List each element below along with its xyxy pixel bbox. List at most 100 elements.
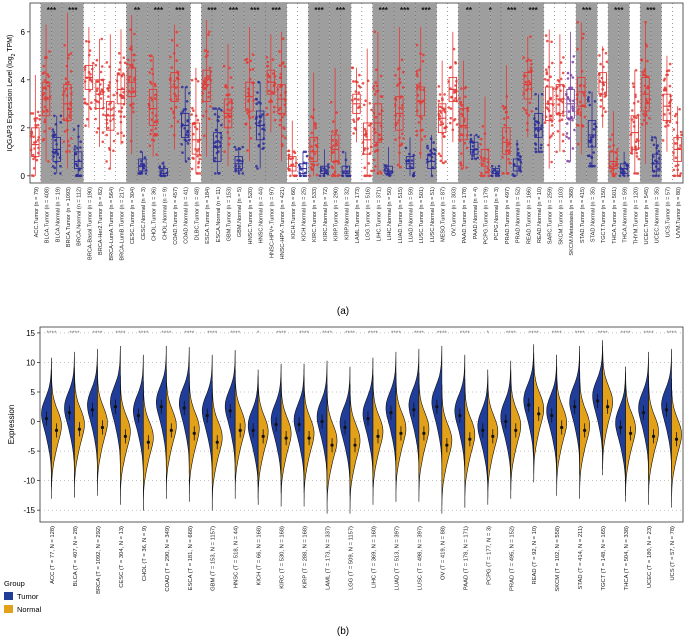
data-point bbox=[400, 58, 404, 62]
data-point bbox=[640, 59, 643, 62]
data-point bbox=[471, 154, 474, 158]
data-point bbox=[64, 87, 68, 90]
data-point bbox=[368, 124, 371, 127]
box-group bbox=[233, 145, 245, 175]
normal-mean-point bbox=[77, 427, 82, 431]
data-point bbox=[122, 72, 125, 75]
data-point bbox=[581, 36, 585, 40]
data-point bbox=[180, 143, 183, 146]
data-point bbox=[130, 64, 134, 68]
normal-mean-point bbox=[238, 428, 242, 433]
data-point bbox=[375, 149, 379, 152]
data-point bbox=[576, 112, 579, 116]
x-tick-label: READ.Normal (n = 10) bbox=[537, 187, 543, 243]
data-point bbox=[471, 145, 475, 148]
significance-label: *** bbox=[272, 6, 282, 15]
data-point bbox=[421, 59, 425, 63]
violin-pair bbox=[592, 340, 613, 476]
data-point bbox=[652, 143, 656, 147]
normal-mean-point bbox=[560, 425, 564, 430]
box-group bbox=[308, 72, 319, 178]
data-point bbox=[559, 61, 563, 64]
data-point bbox=[83, 101, 87, 104]
data-point bbox=[545, 68, 548, 71]
data-point bbox=[335, 141, 338, 145]
data-point bbox=[569, 73, 573, 77]
significance-label: *** bbox=[582, 6, 592, 15]
data-point bbox=[593, 164, 596, 168]
data-point bbox=[196, 172, 200, 175]
x-tick-label: OV.Tumor (n = 303) bbox=[451, 187, 457, 236]
data-point bbox=[334, 174, 337, 178]
box-group bbox=[650, 136, 661, 178]
data-point bbox=[33, 167, 36, 170]
data-point bbox=[375, 142, 378, 146]
data-point bbox=[246, 149, 249, 152]
data-point bbox=[544, 78, 547, 81]
data-point bbox=[281, 37, 285, 40]
data-point bbox=[241, 172, 245, 175]
box-group bbox=[543, 29, 555, 169]
y-label-tail: TPM) bbox=[7, 35, 14, 54]
x-tick-label: STAD.Normal (n = 35) bbox=[591, 187, 597, 242]
data-point bbox=[361, 82, 365, 85]
data-point bbox=[226, 108, 229, 111]
data-point bbox=[100, 37, 103, 41]
data-point bbox=[650, 138, 654, 142]
data-point bbox=[396, 84, 399, 87]
box-group bbox=[126, 15, 136, 155]
data-point bbox=[399, 165, 402, 169]
data-point bbox=[153, 120, 157, 124]
data-point bbox=[418, 68, 421, 72]
normal-mean-point bbox=[215, 440, 219, 444]
data-point bbox=[578, 100, 582, 104]
data-point bbox=[284, 136, 287, 140]
data-point bbox=[122, 56, 126, 59]
data-point bbox=[420, 138, 424, 141]
data-point bbox=[378, 112, 381, 116]
data-point bbox=[335, 143, 339, 147]
data-point bbox=[570, 86, 574, 90]
data-point bbox=[48, 127, 51, 130]
data-point bbox=[415, 133, 419, 137]
data-point bbox=[332, 144, 336, 147]
x-tick-label: HNSC (T = 518, N = 44) bbox=[234, 526, 240, 588]
box bbox=[459, 108, 468, 141]
data-point bbox=[190, 78, 194, 82]
x-tick-label: TGCT.Tumor (n = 150) bbox=[601, 187, 607, 243]
significance-label: *** bbox=[336, 6, 346, 15]
data-point bbox=[268, 75, 272, 79]
x-tick-label: UCS.Tumor (n = 57) bbox=[665, 187, 671, 237]
data-point bbox=[571, 107, 574, 110]
violin-pair bbox=[316, 360, 338, 514]
x-tick-label: STAD.Tumor (n = 415) bbox=[580, 187, 586, 243]
x-tick-label: PRAD (T = 495, N = 152) bbox=[509, 526, 515, 591]
data-point bbox=[293, 174, 296, 178]
significance-label: *** bbox=[229, 6, 239, 15]
data-point bbox=[481, 162, 485, 166]
tumor-mean-point bbox=[412, 408, 416, 412]
significance-label: **** bbox=[621, 330, 632, 337]
box bbox=[534, 112, 543, 138]
data-point bbox=[529, 66, 533, 69]
box-group bbox=[490, 164, 501, 178]
box-group bbox=[661, 55, 673, 152]
data-point bbox=[632, 85, 635, 88]
normal-mean-point bbox=[491, 434, 495, 438]
tumor-mean-point bbox=[320, 419, 324, 424]
data-point bbox=[247, 100, 250, 103]
data-point bbox=[74, 152, 78, 156]
normal-mean-point bbox=[651, 434, 656, 438]
data-point bbox=[36, 110, 40, 114]
data-point bbox=[129, 28, 132, 32]
normal-mean-point bbox=[284, 436, 288, 440]
x-tick-label: THCA.Normal (n = 59) bbox=[623, 187, 629, 243]
data-point bbox=[309, 166, 313, 169]
box-group bbox=[83, 27, 95, 128]
x-tick-label: LUSC.Tumor (n = 501) bbox=[419, 187, 425, 244]
data-point bbox=[150, 99, 154, 102]
significance-label: *** bbox=[250, 6, 260, 15]
x-tick-label: DLBC.Tumor (n = 48) bbox=[194, 187, 200, 241]
data-point bbox=[95, 58, 99, 62]
data-point bbox=[524, 80, 528, 84]
